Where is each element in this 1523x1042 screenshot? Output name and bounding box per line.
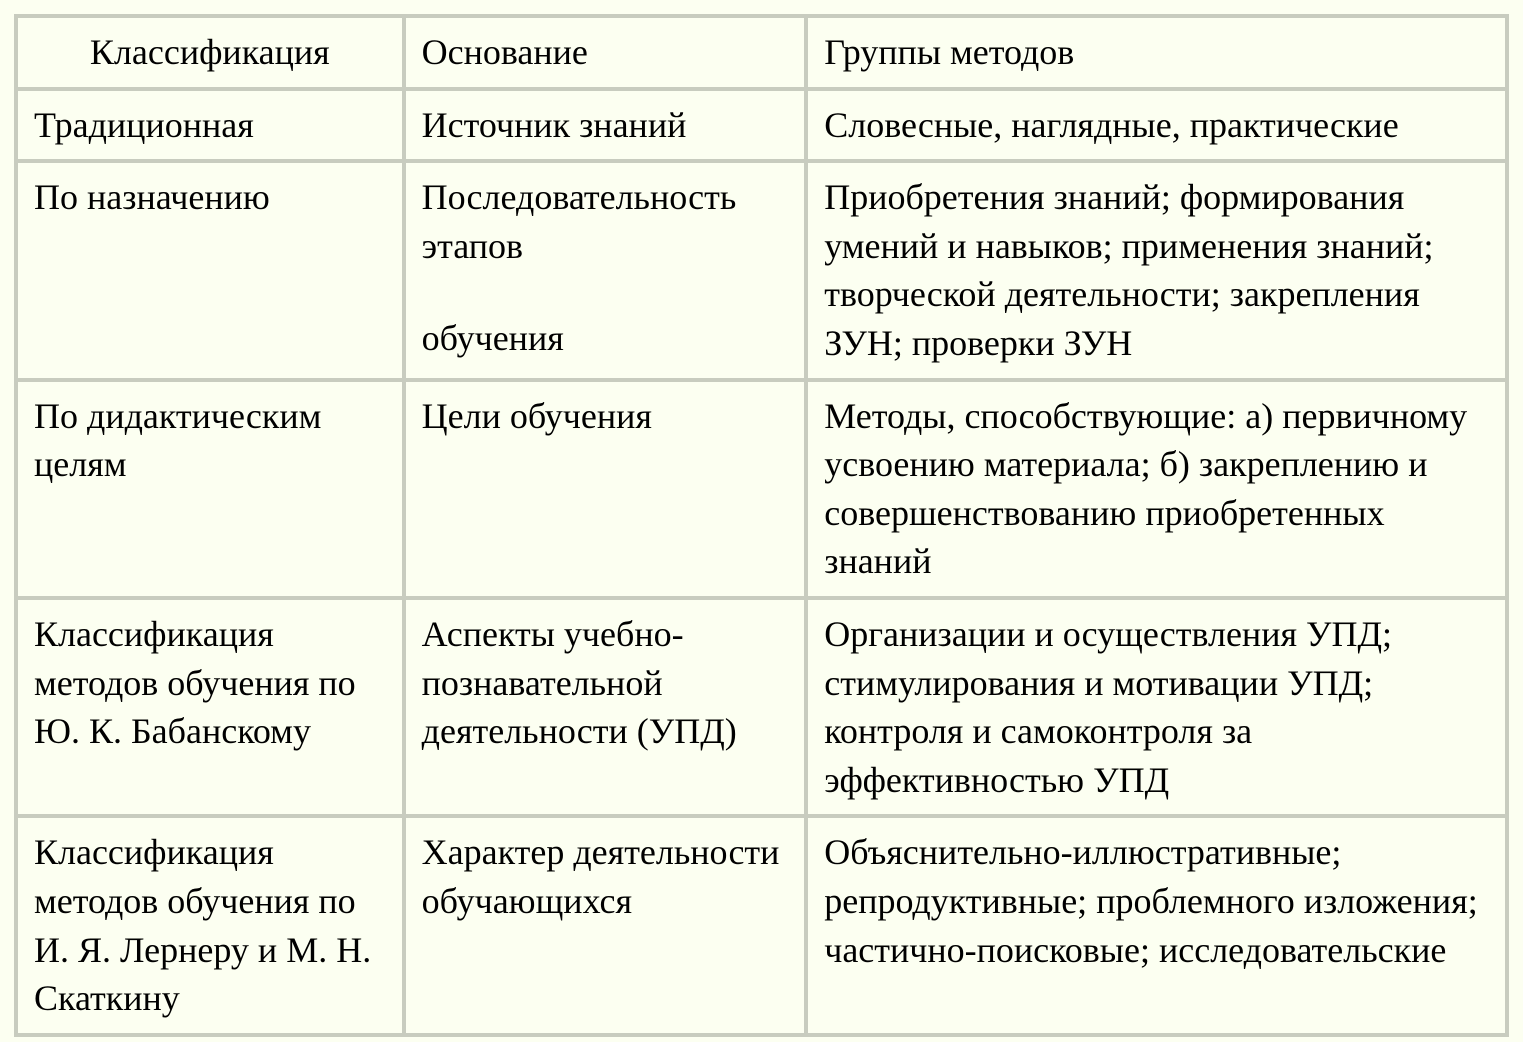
cell-method-groups: Объяснительно-иллюстративные; репродукти… [806, 816, 1507, 1034]
cell-basis-spacer [422, 270, 789, 313]
cell-classification: Классификация методов обучения по И. Я. … [16, 816, 404, 1034]
cell-basis-line1: Цели обучения [422, 396, 652, 436]
table-row: Традиционная Источник знаний Словесные, … [16, 89, 1507, 162]
header-basis: Основание [404, 16, 807, 89]
cell-basis: Цели обучения [404, 380, 807, 598]
cell-classification: Традиционная [16, 89, 404, 162]
cell-method-groups: Словесные, наглядные, практические [806, 89, 1507, 162]
cell-classification: По дидактическим целям [16, 380, 404, 598]
header-classification: Классификация [16, 16, 404, 89]
header-method-groups: Группы методов [806, 16, 1507, 89]
cell-basis-line1: Характер деятельности обучающихся [422, 832, 780, 921]
cell-classification: Классификация методов обучения по Ю. К. … [16, 598, 404, 816]
cell-basis: Аспекты учебно-познавательной деятельнос… [404, 598, 807, 816]
cell-classification: По назначению [16, 161, 404, 379]
table-header-row: Классификация Основание Группы методов [16, 16, 1507, 89]
cell-basis: Характер деятельности обучающихся [404, 816, 807, 1034]
table-row: Классификация методов обучения по Ю. К. … [16, 598, 1507, 816]
cell-method-groups: Методы, способствующие: а) первичному ус… [806, 380, 1507, 598]
table-row: Классификация методов обучения по И. Я. … [16, 816, 1507, 1034]
table-row: По назначению Последовательность этапов … [16, 161, 1507, 379]
cell-basis: Последовательность этапов обучения [404, 161, 807, 379]
cell-basis-line1: Источник знаний [422, 105, 687, 145]
table-row: По дидактическим целям Цели обучения Мет… [16, 380, 1507, 598]
methods-classification-table: Классификация Основание Группы методов Т… [14, 14, 1509, 1037]
cell-basis-line1: Аспекты учебно-познавательной деятельнос… [422, 614, 737, 751]
cell-method-groups: Организации и осуществления УПД; стимули… [806, 598, 1507, 816]
cell-method-groups: Приобретения знаний; формирования умений… [806, 161, 1507, 379]
cell-basis: Источник знаний [404, 89, 807, 162]
cell-basis-line1: Последовательность этапов [422, 173, 789, 270]
cell-basis-line2: обучения [422, 314, 789, 363]
